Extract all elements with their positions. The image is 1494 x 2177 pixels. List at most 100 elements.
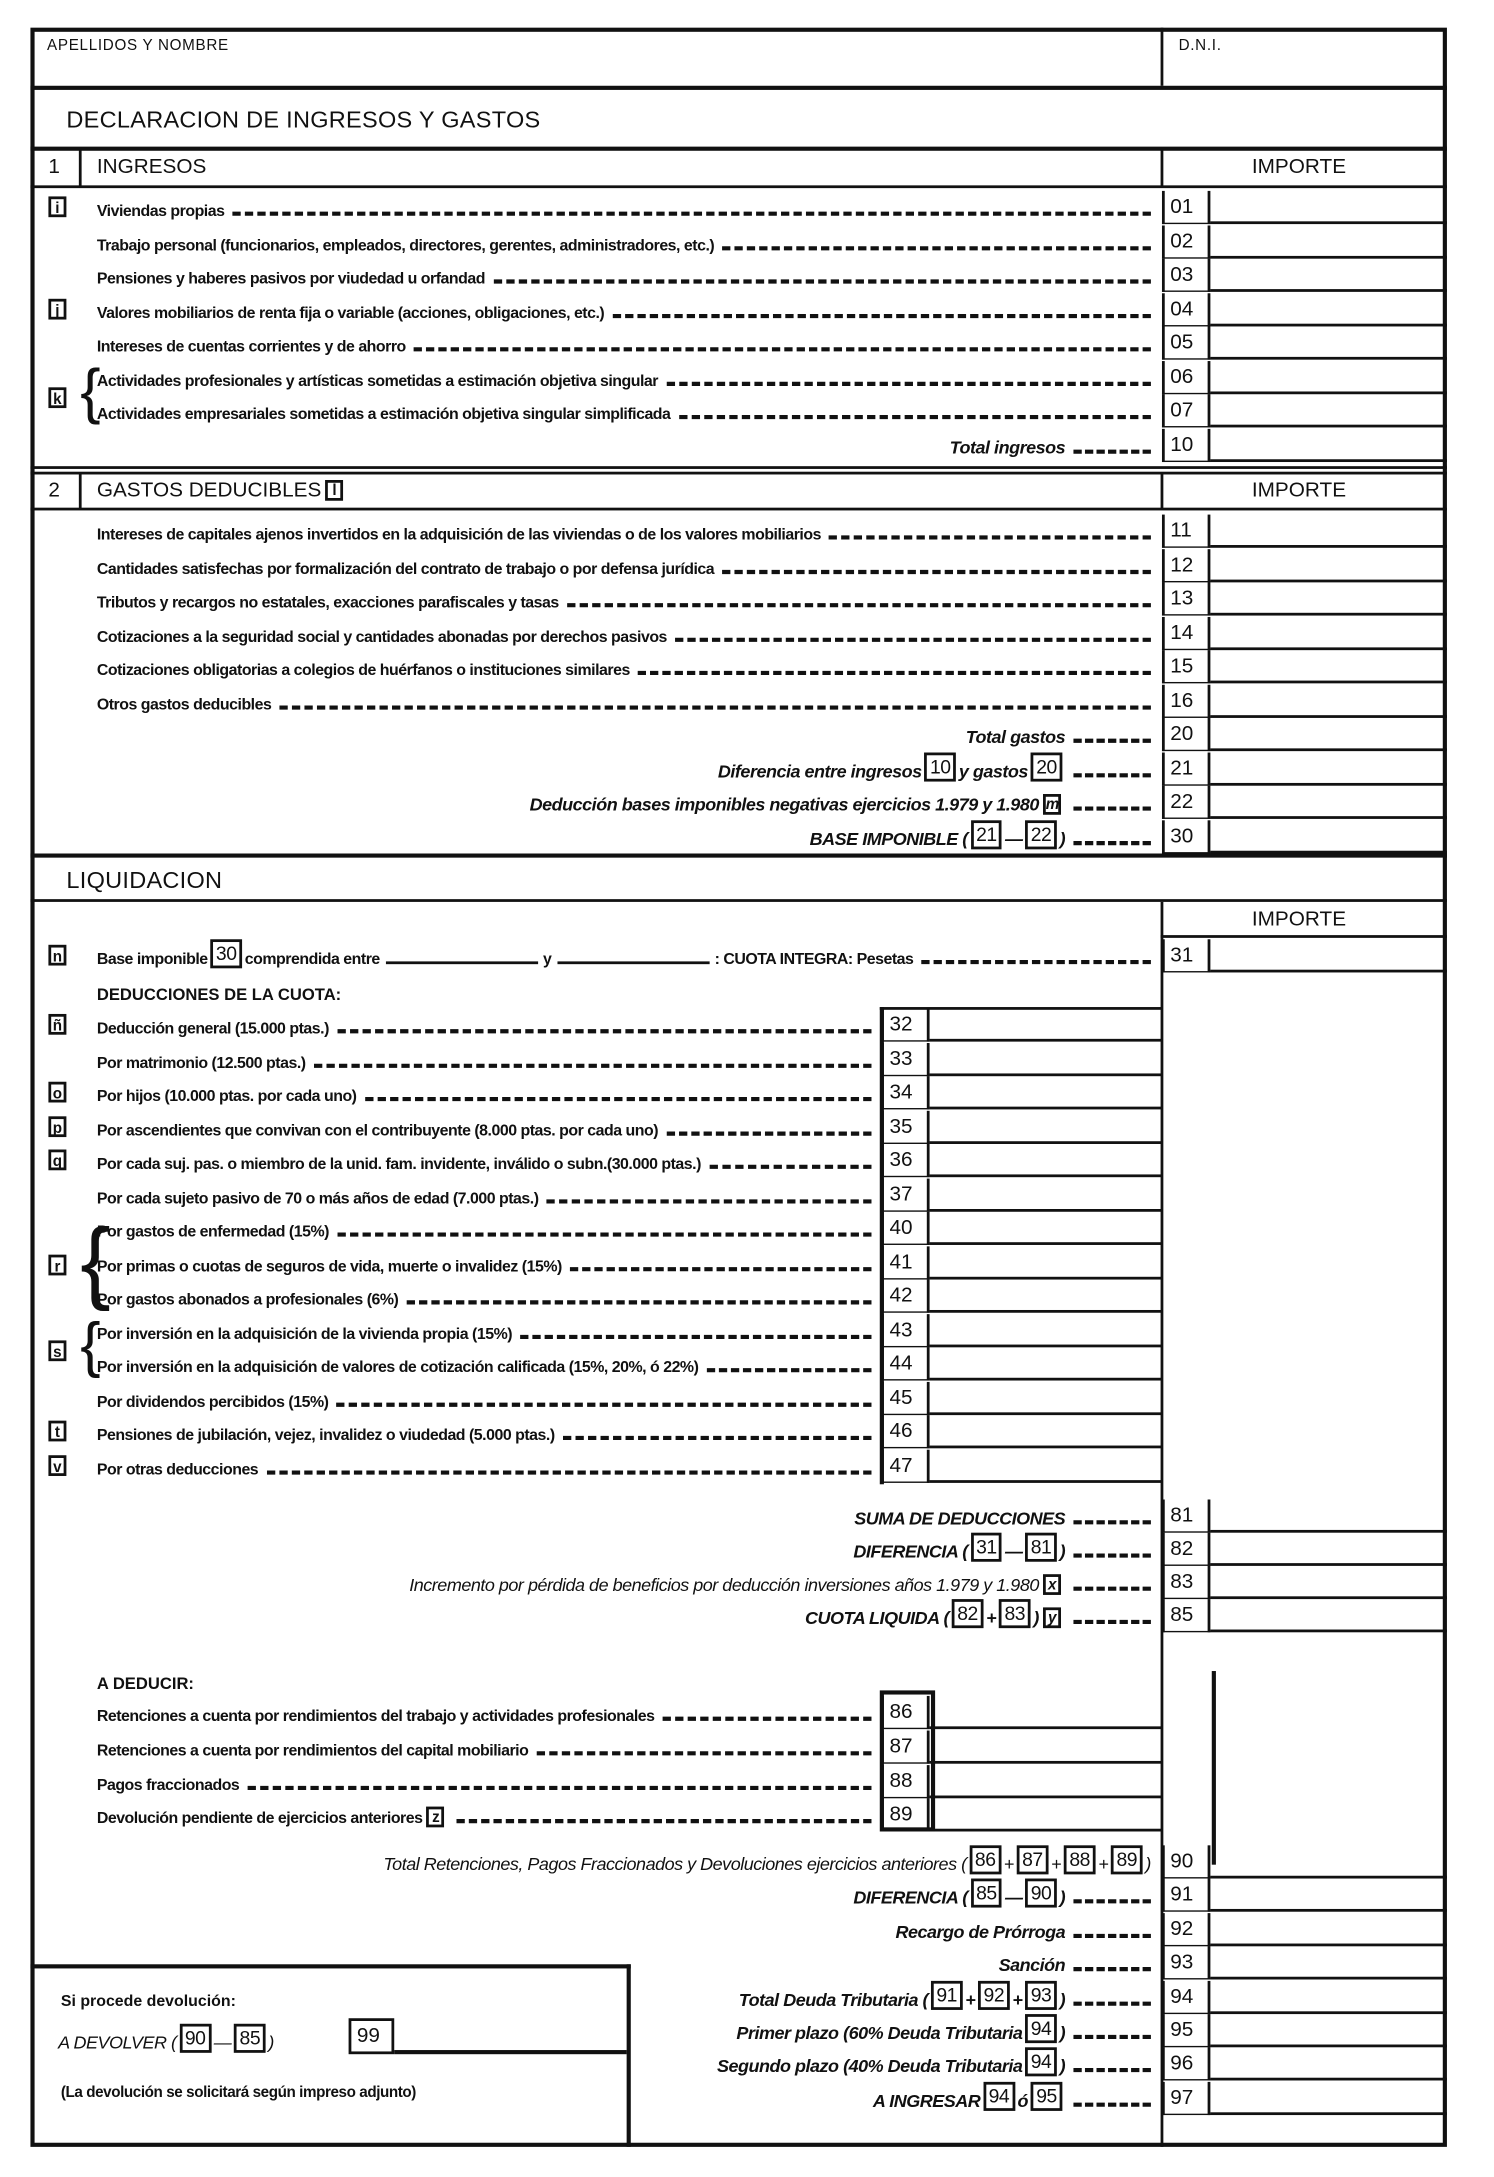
- value-35[interactable]: [929, 1110, 1162, 1144]
- line-label: Por dividendos percibidos (15%): [97, 1381, 872, 1414]
- dotted-leader: [232, 211, 1151, 216]
- label-text: Actividades empresariales sometidas a es…: [96, 406, 671, 424]
- value-99[interactable]: [394, 2018, 627, 2055]
- value-93[interactable]: [1210, 1947, 1447, 1980]
- name-label: APELLIDOS Y NOMBRE: [47, 37, 229, 54]
- value-85[interactable]: [1210, 1599, 1447, 1633]
- code-reference-90: 90: [1025, 1879, 1057, 1909]
- value-22[interactable]: [1210, 786, 1447, 819]
- value-16[interactable]: [1210, 684, 1447, 718]
- code-reference-87: 87: [1016, 1845, 1049, 1875]
- value-11[interactable]: [1210, 515, 1447, 548]
- blank-field[interactable]: [556, 961, 710, 965]
- label-text: : CUOTA INTEGRA: Pesetas: [714, 951, 914, 969]
- line-item-42: Por gastos abonados a profesionales (6%)…: [0, 1279, 1494, 1313]
- value-46[interactable]: [929, 1415, 1162, 1449]
- code-97: 97: [1161, 2081, 1211, 2115]
- value-47[interactable]: [929, 1449, 1162, 1483]
- value-41[interactable]: [929, 1246, 1162, 1279]
- value-37[interactable]: [929, 1178, 1162, 1212]
- value-36[interactable]: [929, 1144, 1162, 1178]
- value-90[interactable]: [1210, 1845, 1447, 1879]
- label-text: Devolución pendiente de ejercicios anter…: [96, 1811, 423, 1828]
- value-96[interactable]: [1210, 2048, 1447, 2082]
- code-07: 07: [1161, 394, 1211, 428]
- value-33[interactable]: [929, 1042, 1162, 1076]
- line-item-02: Trabajo personal (funcionarios, empleado…: [0, 224, 1494, 258]
- value-02[interactable]: [1210, 225, 1447, 258]
- dotted-leader: [1073, 2001, 1151, 2006]
- label-text: Segundo plazo (40% Deuda Tributaria: [716, 2056, 1023, 2077]
- value-86[interactable]: [929, 1696, 1162, 1730]
- dotted-leader: [1073, 1520, 1151, 1525]
- value-87[interactable]: [929, 1730, 1162, 1764]
- line-item-22: Deducción bases imponibles negativas eje…: [0, 785, 1494, 819]
- label-text: Por matrimonio (12.500 ptas.): [96, 1054, 306, 1072]
- value-94[interactable]: [1210, 1980, 1447, 2014]
- value-82[interactable]: [1210, 1533, 1447, 1566]
- section-number: 2: [48, 478, 60, 503]
- value-83[interactable]: [1210, 1566, 1447, 1600]
- dotted-leader: [1073, 738, 1151, 743]
- line-item-46: t Pensiones de jubilación, vejez, invalid…: [0, 1415, 1494, 1449]
- value-43[interactable]: [929, 1313, 1162, 1347]
- dotted-leader: [414, 347, 1151, 352]
- line-label: Deducción bases imponibles negativas eje…: [97, 786, 1151, 819]
- value-92[interactable]: [1210, 1913, 1447, 1947]
- line-label: Por primas o cuotas de seguros de vida, …: [97, 1246, 872, 1279]
- label-text: ): [1059, 2056, 1066, 2077]
- value-91[interactable]: [1210, 1879, 1447, 1913]
- value-03[interactable]: [1210, 259, 1447, 292]
- label-text: CUOTA LIQUIDA (: [805, 1607, 949, 1629]
- line-item-90: Total Retenciones, Pagos Fraccionados y …: [0, 1845, 1494, 1879]
- line-item-96: Segundo plazo (40% Deuda Tributaria 94) 9…: [0, 2047, 1494, 2082]
- label-text: Cotizaciones a la seguridad social y can…: [96, 628, 668, 646]
- code-reference-89: 89: [1110, 1845, 1143, 1875]
- code-reference-83: 83: [998, 1599, 1031, 1629]
- label-text: Retenciones a cuenta por rendimientos de…: [96, 1742, 529, 1760]
- value-89[interactable]: [929, 1799, 1162, 1833]
- value-20[interactable]: [1210, 718, 1447, 752]
- value-07[interactable]: [1210, 394, 1447, 428]
- code-33: 33: [881, 1042, 930, 1076]
- value-01[interactable]: [1210, 191, 1447, 225]
- label-text: Por cada sujeto pasivo de 70 o más años …: [96, 1190, 539, 1207]
- dni-field[interactable]: [1176, 58, 1439, 83]
- value-06[interactable]: [1210, 360, 1447, 394]
- name-field[interactable]: [97, 58, 1148, 83]
- value-21[interactable]: [1210, 752, 1447, 786]
- value-40[interactable]: [929, 1212, 1162, 1245]
- code-reference-82: 82: [951, 1599, 984, 1629]
- value-14[interactable]: [1210, 616, 1447, 650]
- value-13[interactable]: [1210, 582, 1447, 616]
- value-32[interactable]: [929, 1008, 1162, 1042]
- value-31[interactable]: [1210, 939, 1447, 973]
- value-05[interactable]: [1210, 326, 1447, 360]
- marker-m: m: [1043, 794, 1061, 815]
- value-95[interactable]: [1210, 2014, 1447, 2048]
- code-45: 45: [881, 1381, 930, 1415]
- value-42[interactable]: [929, 1280, 1162, 1313]
- line-item-92: Recargo de Prórroga 92: [0, 1912, 1494, 1947]
- value-81[interactable]: [1210, 1499, 1447, 1533]
- value-45[interactable]: [929, 1381, 1162, 1415]
- value-15[interactable]: [1210, 650, 1447, 684]
- line-label: Total gastos: [97, 718, 1151, 751]
- value-97[interactable]: [1210, 2082, 1447, 2115]
- line-item-45: Por dividendos percibidos (15%) 45: [0, 1381, 1494, 1415]
- value-30[interactable]: [1210, 820, 1447, 853]
- code-01: 01: [1161, 190, 1211, 225]
- code-81: 81: [1161, 1499, 1211, 1533]
- value-44[interactable]: [929, 1347, 1162, 1381]
- value-88[interactable]: [929, 1765, 1162, 1798]
- line-label: Total ingresos: [97, 428, 1151, 461]
- line-item-16: Otros gastos deducibles 16: [0, 684, 1494, 718]
- code-37: 37: [881, 1177, 930, 1212]
- line-label: Por inversión en la adquisición de la vi…: [97, 1313, 872, 1346]
- value-10[interactable]: [1210, 428, 1447, 462]
- value-12[interactable]: [1210, 548, 1447, 582]
- blank-field[interactable]: [385, 961, 538, 965]
- value-04[interactable]: [1210, 293, 1447, 326]
- value-34[interactable]: [929, 1076, 1162, 1110]
